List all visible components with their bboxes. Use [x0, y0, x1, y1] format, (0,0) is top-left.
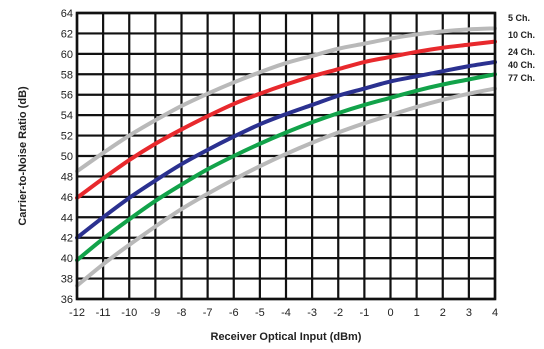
x-tick-label: -7 [203, 307, 213, 319]
legend: 5 Ch. 10 Ch. 24 Ch. 40 Ch. 77 Ch. [508, 13, 535, 83]
legend-label: 5 Ch. [508, 13, 530, 23]
y-tick-label: 44 [61, 212, 73, 224]
legend-label: 40 Ch. [508, 60, 535, 70]
grid [75, 11, 497, 301]
series-line-10-ch [75, 39, 497, 200]
plot-border [75, 11, 497, 301]
y-tick-label: 36 [61, 294, 73, 306]
y-tick-label: 60 [61, 49, 73, 61]
x-tick-label: 2 [440, 307, 446, 319]
x-tick-label: -6 [229, 307, 239, 319]
y-tick-label: 56 [61, 90, 73, 102]
x-tick-label: 0 [387, 307, 393, 319]
x-tick-label: -9 [150, 307, 160, 319]
x-tick-label: -2 [333, 307, 343, 319]
y-tick-label: 54 [61, 110, 73, 122]
x-tick-label: -5 [255, 307, 265, 319]
x-tick-label: -10 [121, 307, 137, 319]
y-tick-label: 38 [61, 274, 73, 286]
y-tick-label: 46 [61, 192, 73, 204]
series-line-5-ch [75, 26, 497, 174]
x-tick-label: -12 [69, 307, 85, 319]
y-axis: 36 38 40 42 44 46 48 50 52 54 56 58 60 62 64 [61, 8, 73, 306]
y-axis-title: Carrier-to-Noise Ratio (dB) [17, 86, 29, 226]
y-tick-label: 64 [61, 8, 73, 20]
x-tick-label: -1 [359, 307, 369, 319]
plot-frame [75, 11, 497, 301]
legend-label: 77 Ch. [508, 73, 535, 83]
x-tick-label: 3 [466, 307, 472, 319]
x-tick-label: 4 [492, 307, 498, 319]
y-tick-label: 62 [61, 28, 73, 40]
y-tick-label: 42 [61, 233, 73, 245]
x-tick-label: -3 [307, 307, 317, 319]
x-axis-title: Receiver Optical Input (dBm) [211, 331, 362, 343]
x-axis: -12 -11 -10 -9 -8 -7 -6 -5 -4 -3 -2 -1 0 1 2 3 4 [69, 307, 498, 319]
series-line-24-ch [75, 60, 497, 240]
y-tick-label: 40 [61, 253, 73, 265]
legend-label: 10 Ch. [508, 30, 535, 40]
series-line-40-ch [75, 72, 497, 263]
x-tick-label: -11 [96, 307, 111, 319]
series-line-77-ch [75, 86, 497, 288]
series-layer [75, 26, 497, 288]
y-tick-label: 48 [61, 171, 73, 183]
x-tick-label: 1 [414, 307, 420, 319]
y-tick-label: 52 [61, 131, 73, 143]
x-tick-label: -4 [281, 307, 291, 319]
y-tick-label: 50 [61, 151, 73, 163]
y-tick-label: 58 [61, 69, 73, 81]
legend-label: 24 Ch. [508, 47, 535, 57]
x-tick-label: -8 [177, 307, 187, 319]
